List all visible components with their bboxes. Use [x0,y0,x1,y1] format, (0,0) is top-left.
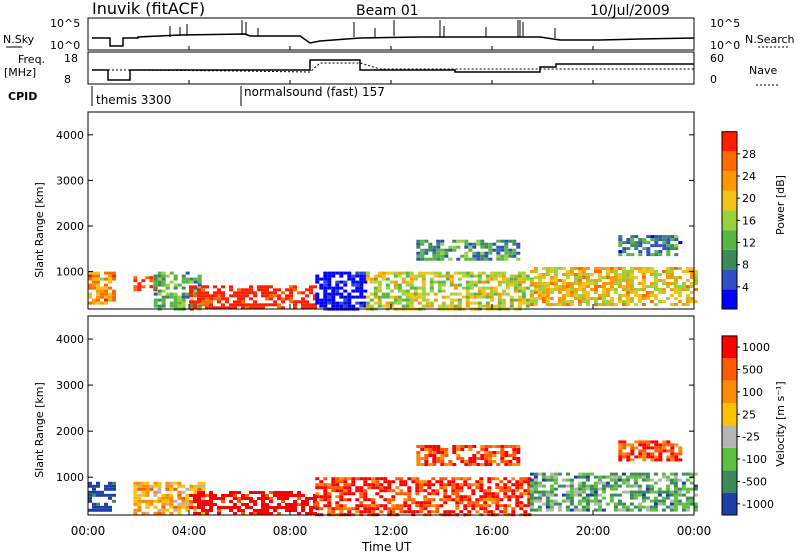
freq-tick-top: 18 [64,52,78,65]
x-tick-label: 00:00 [71,524,106,538]
nsky-panel: N.Sky 10^5 10^0 N.Search 10^5 10^0 [3,17,795,52]
time-axis: 00:00 04:00 08:00 12:00 16:00 20:00 00:00 [71,46,712,538]
velocity-colorbar-tick: -25 [742,431,760,444]
velocity-band [88,481,116,512]
power-band [618,235,683,257]
velocity-band [315,477,532,517]
velocity-colorbar-segment [722,403,737,426]
velocity-colorbar-segment [722,425,737,448]
power-colorbar-segment [722,289,737,309]
velocity-colorbar-tick: 1000 [742,341,770,354]
velocity-band [618,440,683,462]
velocity-colorbar-segment [722,470,737,493]
velocity-colorbar-tick: -500 [742,475,767,488]
velocity-colorbar-segment [722,358,737,381]
freq-unit-label: [MHz] [4,66,36,79]
power-colorbar-tick: 8 [742,259,749,272]
velocity-colorbar-tick: 500 [742,363,763,376]
x-tick-label: 04:00 [172,524,207,538]
power-colorbar-tick: 16 [742,214,756,227]
nave-tick-top: 60 [710,52,724,65]
cpid-label: CPID [8,90,37,103]
velocity-ytick-label: 3000 [56,379,84,392]
velocity-ytick-label: 4000 [56,333,84,346]
velocity-colorbar-segment [722,492,737,515]
power-colorbar-segment [722,269,737,290]
date-title: 10/Jul/2009 [590,3,670,19]
velocity-colorbar-tick: -100 [742,453,767,466]
power-colorbar-tick: 12 [742,237,756,250]
power-colorbar-segment [722,249,737,270]
power-colorbar-segment [722,230,737,250]
nsky-left-tick-top: 10^5 [50,17,80,30]
power-ylabel: Slant Range [km] [33,182,46,278]
power-colorbar-tick: 4 [742,281,749,294]
power-band [416,239,521,261]
velocity-ytick-label: 2000 [56,425,84,438]
power-colorbar-segment [722,190,737,211]
power-colorbar: 4 8 12 16 20 24 28 [721,131,756,310]
time-axis-label: Time UT [361,540,412,554]
nsearch-label: N.Search [745,33,795,46]
velocity-colorbar-tick: 25 [742,408,756,421]
freq-trace [92,59,694,81]
x-tick-label: 12:00 [374,524,409,538]
velocity-ylabel: Slant Range [km] [33,382,46,478]
nave-tick-bottom: 0 [710,73,717,86]
velocity-colorbar: 1000 500 100 25 -25 -100 -500 -1000 [721,335,774,516]
x-tick-label: 16:00 [475,524,510,538]
power-colorbar-tick: 20 [742,192,756,205]
freq-tick-bottom: 8 [64,73,71,86]
power-cbar-label: Power [dB] [774,175,787,235]
power-data [88,235,698,311]
power-colorbar-segment [722,151,737,172]
nave-trace [92,62,694,73]
velocity-band [529,472,698,512]
power-colorbar-segment [722,171,737,191]
power-panel: 1000 2000 3000 4000 Slant Range [km] 4 8 12 16… [33,111,787,311]
nave-label: Nave [749,64,777,77]
velocity-colorbar-segment [722,380,737,404]
power-colorbar-tick: 24 [742,170,756,183]
velocity-data [88,440,698,517]
nsky-label: N.Sky [3,33,35,46]
velocity-band [416,445,521,466]
nsky-right-tick-top: 10^5 [710,17,740,30]
velocity-cbar-label: Velocity [m s⁻¹] [774,381,787,466]
velocity-band [189,491,317,515]
velocity-panel: 1000 2000 3000 4000 Slant Range [km] 1000 50… [33,315,787,517]
velocity-ytick-label: 1000 [56,471,84,484]
power-ytick-label: 4000 [56,129,84,142]
velocity-colorbar-segment [722,447,737,471]
power-ytick-label: 2000 [56,220,84,233]
cpid-row: CPID themis 3300 normalsound (fast) 157 [8,85,385,107]
power-colorbar-segment [722,131,737,152]
nsky-left-tick-bottom: 10^0 [50,39,80,52]
power-band [529,267,698,306]
power-band [88,271,116,305]
velocity-band [133,481,206,515]
cpid-mode-normalsound: normalsound (fast) 157 [244,85,385,99]
velocity-colorbar-tick: -1000 [742,498,774,511]
power-colorbar-segment [722,210,737,231]
power-band [315,271,368,311]
freq-label: Freq. [18,53,45,66]
x-tick-label: 08:00 [273,524,308,538]
freq-panel: Freq. [MHz] 18 8 60 0 Nave [4,51,778,86]
power-colorbar-tick: 28 [742,148,756,161]
cpid-mode-themis: themis 3300 [96,93,171,107]
x-tick-label: 20:00 [576,524,611,538]
beam-title: Beam 01 [356,3,419,19]
station-title: Inuvik (fitACF) [92,0,205,18]
x-tick-label: 00:00 [677,524,712,538]
velocity-colorbar-segment [722,335,737,359]
nsky-trace [92,33,695,47]
power-band [189,285,317,310]
power-ytick-label: 3000 [56,174,84,187]
velocity-colorbar-tick: 100 [742,386,763,399]
nsky-right-tick-bottom: 10^0 [710,39,740,52]
power-ytick-label: 1000 [56,266,84,279]
